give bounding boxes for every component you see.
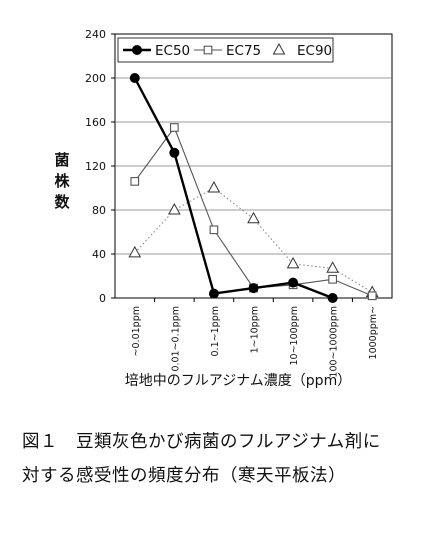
legend-box <box>117 37 334 63</box>
x-tick-label: ~0.01ppm <box>131 306 142 356</box>
data-point-ec50 <box>129 73 140 83</box>
data-point-ec50 <box>248 283 259 294</box>
data-point-ec90 <box>207 180 221 193</box>
data-point-ec75 <box>170 123 179 132</box>
legend-label-ec50: EC50 <box>155 43 190 59</box>
series-group <box>128 73 379 303</box>
series-ec75 <box>130 123 377 301</box>
data-point-ec50 <box>208 288 219 299</box>
y-tick-label: 120 <box>85 160 106 173</box>
legend-marker-ec75 <box>203 45 213 55</box>
x-tick-label: 0.1~1ppm <box>210 306 221 356</box>
chart: 0 40 80 120 160 200 240 ~0.01ppm 0.01~0.1ppm 0.1… <box>54 28 393 389</box>
x-tick-label: 1000ppm~ <box>368 306 379 359</box>
data-point-ec90 <box>326 261 339 273</box>
y-tick-label: 40 <box>92 248 106 261</box>
series-ec90 <box>128 180 379 297</box>
data-point-ec50 <box>288 277 299 288</box>
x-axis-ticks: ~0.01ppm 0.01~0.1ppm 0.1~1ppm 1~10ppm 10~100… <box>131 298 379 378</box>
figure-caption-line-1: 図１ 豆類灰色かび病菌のフルアジナム剤に <box>22 432 381 452</box>
figure-caption-line-2: 対する感受性の頻度分布（寒天平板法） <box>22 466 346 486</box>
legend-marker-ec90 <box>272 42 286 55</box>
y-tick-label: 160 <box>85 116 106 129</box>
x-tick-label: 0.01~0.1ppm <box>170 306 181 372</box>
data-point-ec90 <box>128 245 142 258</box>
data-point-ec90 <box>286 256 300 269</box>
grid <box>114 33 393 299</box>
data-point-ec50 <box>327 293 338 303</box>
data-point-ec75 <box>130 177 140 186</box>
x-tick-label: 1~10ppm <box>250 306 261 353</box>
legend-marker-ec50 <box>132 45 142 55</box>
data-point-ec90 <box>247 211 260 224</box>
x-tick-label: 100~1000ppm <box>329 306 340 378</box>
x-tick-label: 10~100ppm <box>289 306 300 366</box>
legend-label-ec90: EC90 <box>297 43 332 59</box>
legend-label-ec75: EC75 <box>226 43 261 59</box>
series-ec50 <box>129 73 338 303</box>
data-point-ec50 <box>169 147 180 158</box>
x-axis-label: 培地中のフルアジナム濃度（ppm） <box>125 373 351 389</box>
series-line-ec50 <box>133 77 334 300</box>
data-point-ec90 <box>168 202 181 215</box>
y-axis-label: 菌株数 <box>54 151 70 211</box>
y-tick-label: 200 <box>85 72 106 85</box>
y-tick-label: 80 <box>92 204 106 217</box>
y-tick-label: 0 <box>99 292 106 305</box>
y-axis-ticks: 0 40 80 120 160 200 240 <box>85 28 115 305</box>
legend: EC50 EC75 EC90 <box>117 37 334 63</box>
y-tick-label: 240 <box>85 28 106 41</box>
data-point-ec75 <box>367 291 377 301</box>
data-point-ec75 <box>328 274 337 284</box>
data-point-ec75 <box>209 225 219 235</box>
